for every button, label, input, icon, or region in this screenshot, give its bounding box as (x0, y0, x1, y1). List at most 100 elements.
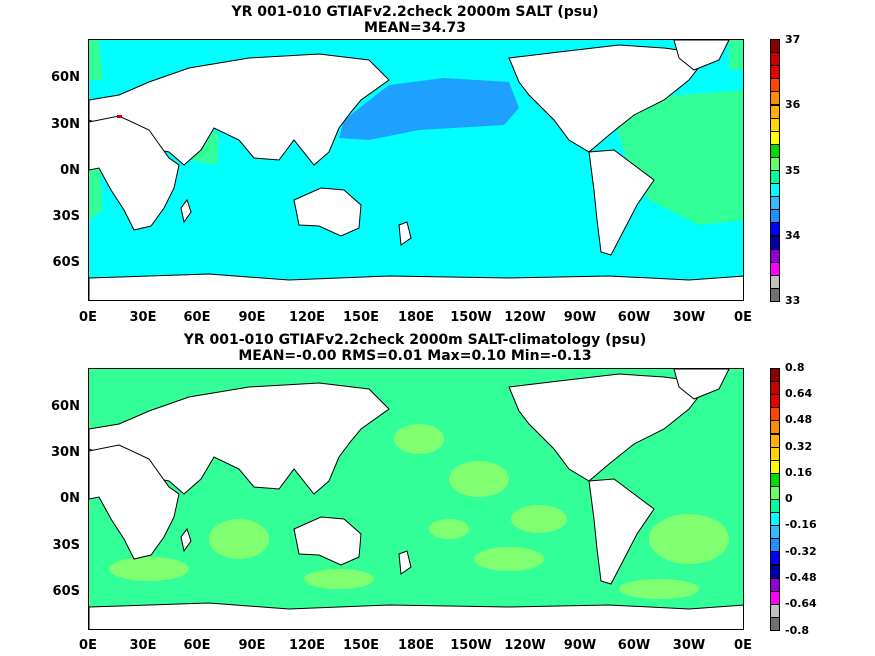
colorbar-swatch (770, 433, 780, 448)
colorbar-label: 34 (785, 229, 801, 242)
colorbar-swatch (770, 78, 780, 93)
panel1-map (88, 39, 744, 301)
antarctica (89, 602, 743, 629)
colorbar-swatch (770, 248, 780, 263)
colorbar-swatch (770, 368, 780, 383)
colorbar-label: -0.32 (785, 545, 817, 558)
panel1-subtitle: MEAN=34.73 (363, 20, 467, 36)
lon-label: 90E (238, 310, 266, 325)
panel2-subtitle: MEAN=-0.00 RMS=0.01 Max=0.10 Min=-0.13 (238, 348, 592, 364)
lon-label: 30W (672, 638, 706, 653)
colorbar-swatch (770, 209, 780, 224)
colorbar-swatch (770, 235, 780, 250)
lon-label: 60W (617, 310, 651, 325)
colorbar-swatch (770, 577, 780, 592)
new-zealand (398, 550, 412, 575)
colorbar-swatch (770, 91, 780, 106)
panel1-lat-30n: 30N (51, 117, 80, 132)
colorbar-swatch (770, 183, 780, 198)
lon-label: 30E (129, 310, 157, 325)
north-america (508, 44, 710, 153)
colorbar-swatch (770, 130, 780, 145)
africa (89, 115, 180, 231)
lon-label: 150E (342, 310, 380, 325)
panel2-lat-60s: 60S (52, 584, 80, 599)
panel1-title: YR 001-010 GTIAFv2.2check 2000m SALT (ps… (231, 4, 599, 20)
anomaly-patch (649, 514, 729, 564)
anomaly-patch (109, 557, 189, 581)
colorbar-label: 0.16 (785, 466, 813, 479)
colorbar-swatch (770, 564, 780, 579)
colorbar-label: -0.48 (785, 571, 817, 584)
anomaly-patch (449, 461, 509, 497)
colorbar-swatch (770, 52, 780, 67)
anomaly-patch (304, 569, 374, 589)
salt-contour (89, 160, 103, 220)
anomaly-patch (511, 505, 567, 533)
australia (293, 187, 362, 237)
lon-label: 150W (450, 638, 492, 653)
colorbar-swatch (770, 512, 780, 527)
anomaly-patch (619, 579, 699, 599)
australia (293, 516, 362, 566)
lon-label: 0E (79, 310, 97, 325)
colorbar-label: 37 (785, 33, 801, 46)
lon-label: 120W (504, 310, 546, 325)
lon-label: 0E (79, 638, 97, 653)
lon-label: 30W (672, 310, 706, 325)
colorbar-swatch (770, 104, 780, 119)
madagascar (180, 527, 192, 553)
antarctica (89, 273, 743, 300)
panel1-lat-60s: 60S (52, 255, 80, 270)
colorbar-label: 0 (785, 492, 793, 505)
colorbar-swatch (770, 485, 780, 500)
south-america (588, 478, 655, 585)
colorbar-swatch (770, 538, 780, 553)
greenland (673, 369, 730, 400)
lon-label: 30E (129, 638, 157, 653)
north-america (508, 373, 710, 482)
madagascar (180, 198, 192, 224)
panel2-map-svg (89, 369, 743, 629)
salt-contour (89, 40, 103, 80)
panel2-lat-60n: 60N (51, 399, 80, 414)
colorbar-label: 0.8 (785, 361, 805, 374)
colorbar-swatch (770, 170, 780, 185)
colorbar-label: -0.8 (785, 624, 810, 637)
colorbar-label: 33 (785, 294, 801, 307)
colorbar-swatch (770, 143, 780, 158)
continents (89, 40, 743, 300)
salt-contour (609, 90, 743, 225)
colorbar-swatch (770, 499, 780, 514)
panel1-lat-60n: 60N (51, 70, 80, 85)
panel1-lat-30s: 30S (52, 209, 80, 224)
colorbar-swatch (770, 394, 780, 409)
panel2-lat-0n: 0N (60, 491, 80, 506)
colorbar-label: 35 (785, 164, 801, 177)
positive-anomaly-patches (109, 424, 729, 599)
lon-label: 150E (342, 638, 380, 653)
lon-label: 60E (183, 638, 211, 653)
colorbar-swatch (770, 590, 780, 605)
lon-label: 90E (238, 638, 266, 653)
colorbar-swatch (770, 603, 780, 618)
colorbar-swatch (770, 616, 780, 631)
colorbar-swatch (770, 551, 780, 566)
panel2-lat-30n: 30N (51, 445, 80, 460)
colorbar-swatch (770, 420, 780, 435)
colorbar-swatch (770, 261, 780, 276)
panel1-lat-0n: 0N (60, 163, 80, 178)
greenland (673, 40, 730, 71)
colorbar-label: 36 (785, 98, 801, 111)
anomaly-patch (394, 424, 444, 454)
colorbar-swatch (770, 459, 780, 474)
anomaly-patch (209, 519, 269, 559)
colorbar-swatch (770, 287, 780, 302)
lon-label: 150W (450, 310, 492, 325)
colorbar-swatch (770, 274, 780, 289)
colorbar-label: -0.16 (785, 518, 817, 531)
lon-label: 90W (563, 638, 597, 653)
colorbar-label: 0.32 (785, 440, 813, 453)
lon-label: 0E (734, 310, 752, 325)
colorbar-swatch (770, 472, 780, 487)
